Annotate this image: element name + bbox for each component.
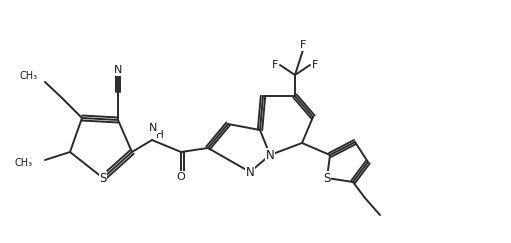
Text: O: O xyxy=(177,172,185,182)
Text: F: F xyxy=(300,40,306,50)
Text: N: N xyxy=(246,165,254,179)
Text: S: S xyxy=(99,172,107,184)
Text: S: S xyxy=(323,172,331,184)
Text: F: F xyxy=(272,60,278,70)
Text: H: H xyxy=(156,130,164,140)
Text: N: N xyxy=(114,65,122,75)
Text: F: F xyxy=(312,60,318,70)
Text: N: N xyxy=(266,148,274,162)
Text: CH₃: CH₃ xyxy=(20,71,38,81)
Text: N: N xyxy=(149,123,157,133)
Text: CH₃: CH₃ xyxy=(15,158,33,168)
